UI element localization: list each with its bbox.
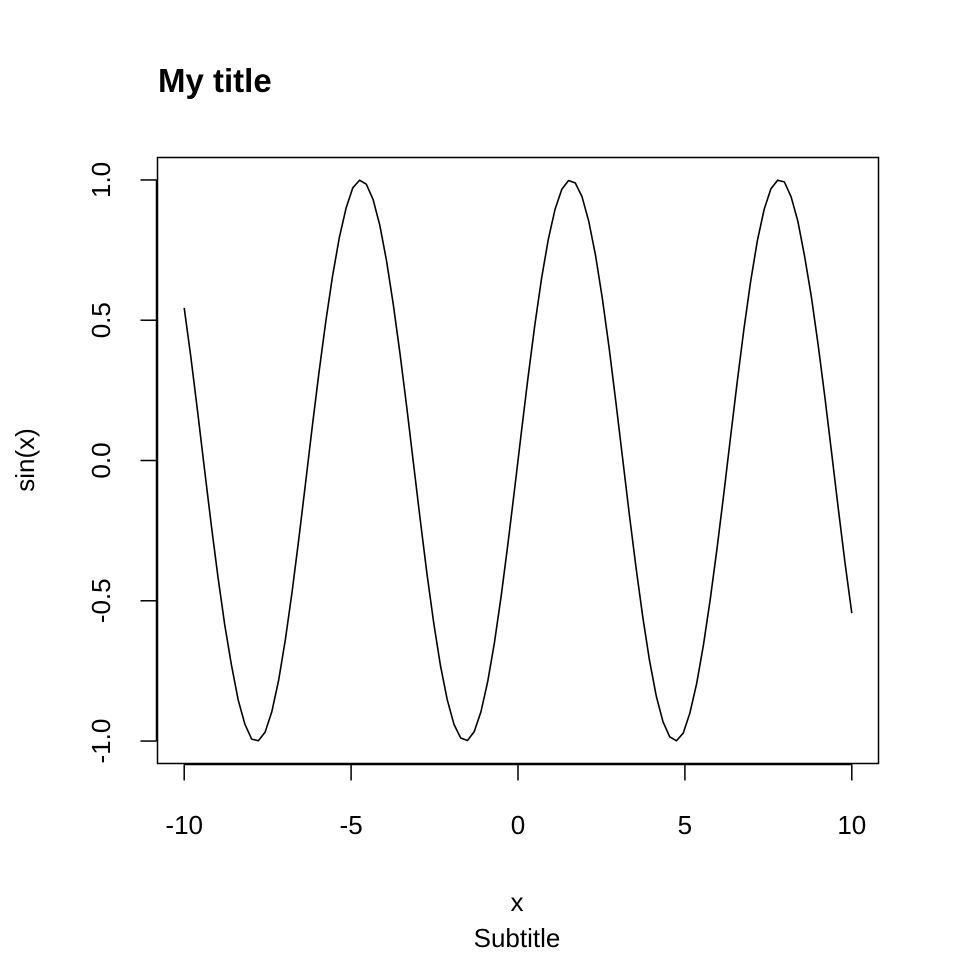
y-axis: -1.0 -0.5 0.0 0.5 1.0 bbox=[86, 162, 158, 764]
sin-series-line bbox=[183, 179, 853, 742]
y-tick-label: 0.5 bbox=[86, 302, 116, 338]
x-tick-label: -5 bbox=[340, 810, 363, 840]
x-axis: -10 -5 0 5 10 bbox=[165, 763, 866, 840]
chart-title: My title bbox=[158, 62, 272, 99]
y-tick-label: -0.5 bbox=[86, 578, 116, 623]
x-tick-label: 5 bbox=[678, 810, 692, 840]
x-axis-label: x bbox=[511, 887, 524, 917]
y-tick-label: -1.0 bbox=[86, 719, 116, 764]
y-tick-label: 0.0 bbox=[86, 442, 116, 478]
y-axis-label: sin(x) bbox=[10, 428, 40, 492]
chart-subtitle: Subtitle bbox=[474, 923, 561, 953]
x-tick-label: 0 bbox=[511, 810, 525, 840]
y-tick-label: 1.0 bbox=[86, 162, 116, 198]
plot-frame bbox=[156, 156, 880, 765]
x-tick-label: 10 bbox=[837, 810, 866, 840]
x-tick-label: -10 bbox=[165, 810, 203, 840]
